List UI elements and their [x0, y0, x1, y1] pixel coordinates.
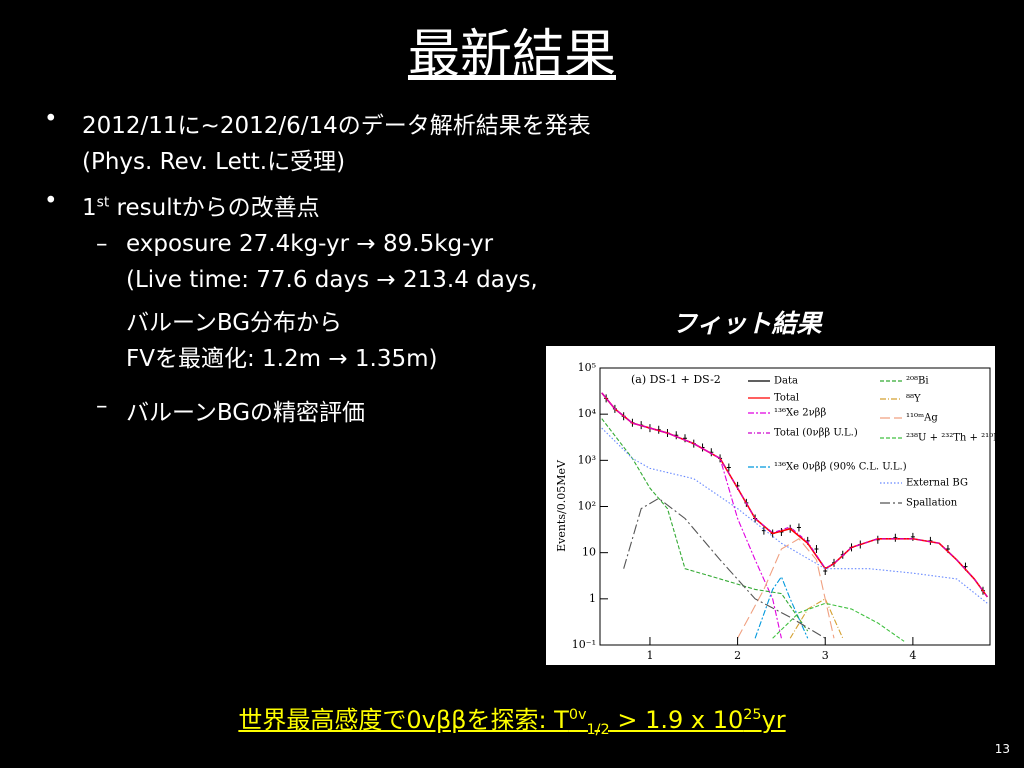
- sub-bullet-line: バルーンBG分布から: [126, 310, 343, 336]
- text: 世界最高感度で0vββを探索: T: [238, 706, 569, 734]
- y-axis-label: Events/0.05MeV: [555, 459, 568, 552]
- data-point: [683, 434, 688, 443]
- legend-label: Spallation: [906, 498, 958, 509]
- legend-label: ⁸⁸Y: [906, 394, 921, 405]
- legend-label: ¹³⁶Xe 0νββ (90% C.L. U.L.): [774, 462, 907, 473]
- series-line: [601, 427, 988, 604]
- series-line: [601, 392, 988, 598]
- legend-label: ¹³⁶Xe 2νββ: [774, 408, 826, 419]
- y-tick-label: 10: [582, 546, 596, 559]
- legend-label: Data: [774, 376, 798, 387]
- sub-bullet-line: FVを最適化: 1.2m → 1.35m): [126, 346, 438, 372]
- legend-label: ¹¹⁰ᵐAg: [906, 413, 938, 424]
- legend-label: ²⁰⁸Bi: [906, 376, 929, 387]
- chart: (a) DS-1 + DS-2 Events/0.05MeV 1 2 3 4 10⁻¹ 1…: [546, 346, 995, 665]
- slide-title: 最新結果: [407, 25, 616, 85]
- data-point: [814, 545, 819, 554]
- subscript: 1/2: [586, 721, 610, 738]
- footer: 世界最高感度で0vββを探索: T0v1/2 > 1.9 x 1025yr: [0, 700, 1024, 738]
- text: 1: [82, 195, 97, 221]
- figure-caption: フィット結果: [672, 309, 822, 338]
- y-tick-label: 10³: [578, 453, 596, 466]
- panel-label: (a) DS-1 + DS-2: [631, 373, 721, 386]
- series-line: [789, 598, 844, 639]
- text: > 1.9 x 10: [609, 706, 744, 734]
- x-tick-label: 3: [822, 649, 829, 662]
- data-point: [796, 523, 801, 532]
- text: resultからの改善点: [109, 195, 320, 221]
- text: yr: [761, 706, 786, 734]
- page-number: 13: [994, 742, 1010, 756]
- y-tick-label: 10²: [578, 500, 596, 513]
- x-tick-label: 1: [646, 649, 653, 662]
- series-line: [737, 538, 835, 639]
- legend-label: External BG: [906, 478, 968, 489]
- series-line: [754, 575, 809, 639]
- legend-label: Total (0νββ U.L.): [774, 428, 858, 439]
- bullet-line: (Phys. Rev. Lett.に受理): [82, 149, 346, 175]
- sub-bullet-line: (Live time: 77.6 days → 213.4 days,: [126, 267, 538, 293]
- y-tick-label: 10⁵: [578, 361, 596, 374]
- bullet-line: 2012/11に~2012/6/14のデータ解析結果を発表: [44, 106, 591, 140]
- sub-bullet-line: exposure 27.4kg-yr → 89.5kg-yr: [96, 231, 493, 257]
- series-line: [623, 497, 826, 639]
- series-line: [772, 602, 905, 642]
- chart-background: [546, 346, 995, 665]
- superscript: 0v: [568, 707, 587, 723]
- legend-label: Total: [774, 393, 799, 404]
- y-tick-label: 10⁻¹: [572, 638, 596, 651]
- bullet-line: 1st resultからの改善点: [44, 188, 320, 222]
- legend-label: ²³⁸U + ²³²Th + ²¹⁰Bi + ⁸⁵Kr: [906, 433, 995, 444]
- y-tick-label: 10⁴: [578, 407, 597, 420]
- y-tick-label: 1: [589, 592, 596, 605]
- x-tick-label: 2: [734, 649, 741, 662]
- superscript: st: [96, 194, 110, 211]
- superscript: 25: [743, 707, 762, 723]
- data-point: [726, 463, 731, 472]
- x-tick-label: 4: [909, 649, 916, 662]
- sub-bullet-line: バルーンBGの精密評価: [96, 393, 365, 427]
- data-point: [893, 533, 898, 542]
- series-line: [601, 418, 809, 632]
